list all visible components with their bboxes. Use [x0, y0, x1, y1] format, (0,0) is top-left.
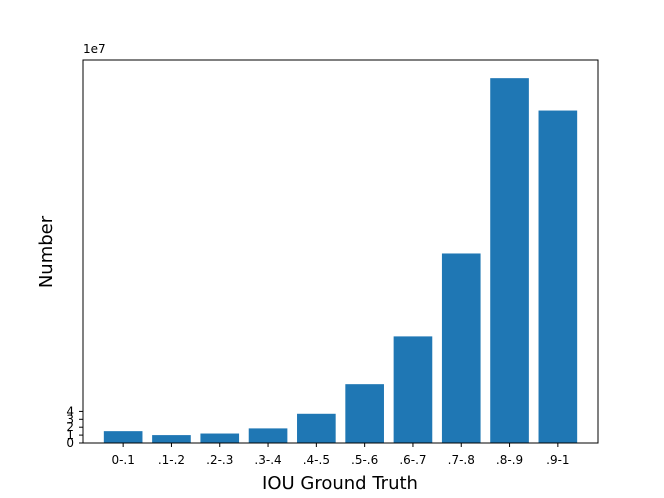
x-tick-label: .4-.5	[303, 453, 330, 467]
y-tick-label: 4	[66, 404, 74, 418]
x-axis-ticks: 0-.1 .1-.2 .2-.3 .3-.4 .4-.5 .5-.6 .6-.7 .7-.8.…	[111, 443, 570, 467]
bar-7	[441, 253, 481, 443]
x-tick-label: .2-.3	[206, 453, 233, 467]
bar-6	[393, 336, 433, 443]
bar-3	[248, 428, 288, 443]
y-tick-label: 2	[66, 420, 74, 434]
x-tick-label: .7-.8	[448, 453, 475, 467]
x-axis-title: IOU Ground Truth	[262, 473, 418, 494]
bars-group	[103, 78, 578, 443]
bar-8	[490, 78, 529, 443]
bar-2	[200, 433, 240, 443]
bar-1	[152, 435, 191, 443]
y-tick-label: 3	[66, 412, 74, 426]
bar-4	[297, 413, 336, 443]
x-tick-label: 0-.1	[111, 453, 134, 467]
y-tick-label: 0	[66, 436, 74, 450]
x-tick-label: .9-1	[546, 453, 569, 467]
y-axis-multiplier: 1e7	[83, 42, 106, 56]
plot-frame	[82, 59, 599, 444]
y-tick-label: 1	[66, 428, 74, 442]
x-tick-label: .1-.2	[158, 453, 185, 467]
x-tick-label: .8-.9	[496, 453, 523, 467]
bar-9	[538, 110, 578, 443]
bar-5	[345, 384, 384, 443]
x-tick-label: .5-.6	[351, 453, 378, 467]
x-tick-label: .3-.4	[254, 453, 281, 467]
bar-0	[103, 431, 143, 443]
y-axis-title: Number	[36, 215, 57, 288]
x-tick-label: .6-.7	[399, 453, 426, 467]
